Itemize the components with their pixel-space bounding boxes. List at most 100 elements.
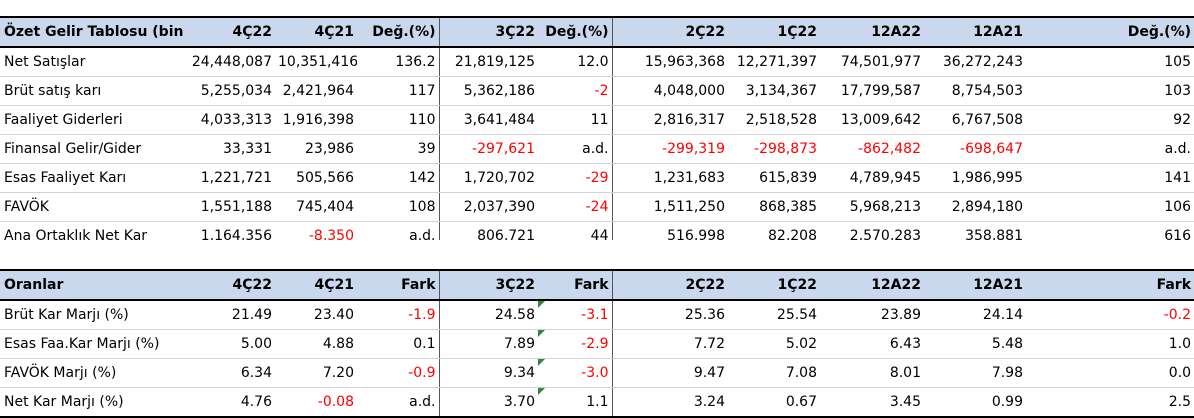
- table-cell[interactable]: -0.08: [275, 387, 357, 418]
- table-cell[interactable]: 4.88: [275, 329, 357, 359]
- table-cell[interactable]: 3.70: [438, 387, 538, 418]
- column-header[interactable]: Değ.(%): [357, 16, 439, 48]
- table-cell[interactable]: 24,448,087: [183, 47, 275, 77]
- table-cell[interactable]: 5,968,213: [820, 192, 924, 222]
- table-cell[interactable]: 12.0: [538, 47, 612, 77]
- table-cell[interactable]: 108: [357, 192, 439, 222]
- table-cell[interactable]: 33,331: [183, 134, 275, 164]
- table-cell[interactable]: 3.24: [611, 387, 728, 418]
- table-cell[interactable]: 110: [357, 105, 439, 135]
- column-header[interactable]: 12A21: [924, 269, 1026, 301]
- table-cell[interactable]: 11: [538, 105, 612, 135]
- table-cell[interactable]: -299,319: [611, 134, 728, 164]
- table-cell[interactable]: 6,767,508: [924, 105, 1026, 135]
- table-cell[interactable]: 21,819,125: [438, 47, 538, 77]
- table-cell[interactable]: 105: [1026, 47, 1194, 77]
- table-cell[interactable]: 2,037,390: [438, 192, 538, 222]
- column-header[interactable]: 12A22: [820, 269, 924, 301]
- table-cell[interactable]: -0.2: [1026, 300, 1194, 330]
- table-cell[interactable]: 106: [1026, 192, 1194, 222]
- table-cell[interactable]: 141: [1026, 163, 1194, 193]
- column-header[interactable]: 12A21: [924, 16, 1026, 48]
- table-cell[interactable]: 0.67: [728, 387, 820, 418]
- table-cell[interactable]: 103: [1026, 76, 1194, 106]
- table-cell[interactable]: a.d.: [1026, 134, 1194, 164]
- table-cell[interactable]: 5.00: [183, 329, 275, 359]
- table-cell[interactable]: 745,404: [275, 192, 357, 222]
- table-cell[interactable]: 5,362,186: [438, 76, 538, 106]
- row-label[interactable]: Net Satışlar: [0, 47, 183, 77]
- table-cell[interactable]: 21.49: [183, 300, 275, 330]
- table-cell[interactable]: 3.45: [820, 387, 924, 418]
- table-cell[interactable]: 1,221,721: [183, 163, 275, 193]
- table-title[interactable]: Özet Gelir Tablosu (bin TL): [0, 16, 183, 48]
- row-label[interactable]: Net Kar Marjı (%): [0, 387, 183, 418]
- table-cell[interactable]: 868,385: [728, 192, 820, 222]
- table-cell[interactable]: 25.36: [611, 300, 728, 330]
- table-cell[interactable]: 92: [1026, 105, 1194, 135]
- row-label[interactable]: Faaliyet Giderleri: [0, 105, 183, 135]
- row-label[interactable]: Esas Faaliyet Karı: [0, 163, 183, 193]
- table-cell[interactable]: 4.76: [183, 387, 275, 418]
- column-header[interactable]: 3Ç22: [438, 16, 538, 48]
- table-cell[interactable]: 7.08: [728, 358, 820, 388]
- table-cell[interactable]: 4,789,945: [820, 163, 924, 193]
- column-header[interactable]: Fark: [1026, 269, 1194, 301]
- table-cell[interactable]: 615,839: [728, 163, 820, 193]
- table-cell[interactable]: 4,048,000: [611, 76, 728, 106]
- table-cell[interactable]: -297,621: [438, 134, 538, 164]
- table-cell[interactable]: 6.43: [820, 329, 924, 359]
- table-cell[interactable]: 3,134,367: [728, 76, 820, 106]
- table-cell[interactable]: 0.99: [924, 387, 1026, 418]
- table-cell[interactable]: 23.40: [275, 300, 357, 330]
- row-label[interactable]: Brüt Kar Marjı (%): [0, 300, 183, 330]
- table-cell[interactable]: 17,799,587: [820, 76, 924, 106]
- table-cell[interactable]: 1,916,398: [275, 105, 357, 135]
- table-cell[interactable]: 3,641,484: [438, 105, 538, 135]
- table-cell[interactable]: 136.2: [357, 47, 439, 77]
- row-label[interactable]: Brüt satış karı: [0, 76, 183, 106]
- row-label[interactable]: Finansal Gelir/Gider: [0, 134, 183, 164]
- column-header[interactable]: 4Ç21: [275, 269, 357, 301]
- table-cell[interactable]: 142: [357, 163, 439, 193]
- table-cell[interactable]: 0.1: [357, 329, 439, 359]
- table-cell[interactable]: 5.48: [924, 329, 1026, 359]
- table-cell[interactable]: 5,255,034: [183, 76, 275, 106]
- table-cell[interactable]: a.d.: [538, 134, 612, 164]
- table-cell[interactable]: 39: [357, 134, 439, 164]
- table-cell[interactable]: 9.34: [438, 358, 538, 388]
- table-cell[interactable]: 2,518,528: [728, 105, 820, 135]
- table-cell[interactable]: 8.01: [820, 358, 924, 388]
- table-cell[interactable]: 36,272,243: [924, 47, 1026, 77]
- column-header[interactable]: Fark: [357, 269, 439, 301]
- column-header[interactable]: Değ.(%): [538, 16, 612, 48]
- column-header[interactable]: 4Ç22: [183, 16, 275, 48]
- table-cell[interactable]: 25.54: [728, 300, 820, 330]
- table-cell[interactable]: 23.89: [820, 300, 924, 330]
- table-cell[interactable]: -862,482: [820, 134, 924, 164]
- table-cell[interactable]: -0.9: [357, 358, 439, 388]
- table-cell[interactable]: 2.5: [1026, 387, 1194, 418]
- table-cell[interactable]: -298,873: [728, 134, 820, 164]
- table-cell[interactable]: 74,501,977: [820, 47, 924, 77]
- column-header[interactable]: Fark: [538, 269, 612, 301]
- column-header[interactable]: 1Ç22: [728, 269, 820, 301]
- table-cell[interactable]: 8,754,503: [924, 76, 1026, 106]
- table-cell[interactable]: 15,963,368: [611, 47, 728, 77]
- table-cell[interactable]: 7.98: [924, 358, 1026, 388]
- table-cell[interactable]: 13,009,642: [820, 105, 924, 135]
- table-cell[interactable]: 0.0: [1026, 358, 1194, 388]
- table-cell[interactable]: a.d.: [357, 387, 439, 418]
- table-title[interactable]: Oranlar: [0, 269, 183, 301]
- table-cell[interactable]: 1.1: [538, 387, 612, 418]
- column-header[interactable]: 4Ç22: [183, 269, 275, 301]
- table-cell[interactable]: 1,551,188: [183, 192, 275, 222]
- row-label[interactable]: Esas Faa.Kar Marjı (%): [0, 329, 183, 359]
- table-cell[interactable]: 4,033,313: [183, 105, 275, 135]
- table-cell[interactable]: -3.0: [538, 358, 612, 388]
- table-cell[interactable]: 9.47: [611, 358, 728, 388]
- table-cell[interactable]: -1.9: [357, 300, 439, 330]
- row-label[interactable]: FAVÖK Marjı (%): [0, 358, 183, 388]
- table-cell[interactable]: -698,647: [924, 134, 1026, 164]
- table-cell[interactable]: 1,511,250: [611, 192, 728, 222]
